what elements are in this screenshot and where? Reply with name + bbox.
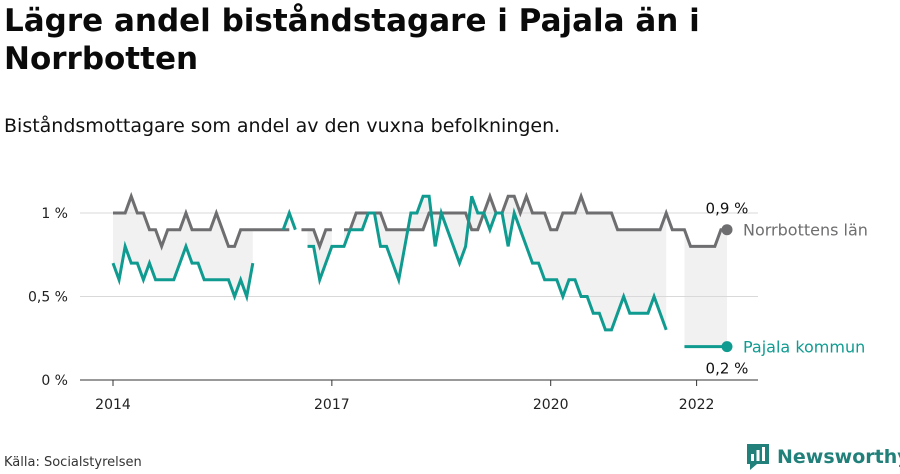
series-label-pajala: Pajala kommun [743,338,865,357]
value-label-norrbotten: 0,9 % [706,200,749,218]
series-lines [111,191,733,353]
y-tick-label: 0,5 % [28,290,68,306]
series-label-norrbotten: Norrbottens län [743,221,868,240]
series-line-norrbotten [113,191,290,251]
gridlines [80,212,758,386]
series-line-pajala [111,240,255,303]
page-title: Lägre andel biståndstagare i Pajala än i… [4,3,700,77]
y-tick-label: 1 % [41,206,68,222]
difference-band [113,196,727,347]
series-line-norrbotten [301,228,332,251]
x-tick-label: 2020 [533,397,569,413]
x-tick-label: 2017 [314,397,350,413]
y-tick-label: 0 % [41,373,68,389]
source-note: Källa: Socialstyrelsen [4,455,142,470]
end-point-pajala [721,341,733,353]
series-line-pajala [281,208,297,231]
band-segment [684,229,727,347]
series-line-pajala [307,194,668,332]
brand-name: Newsworthy [777,446,900,468]
value-label-pajala: 0,2 % [706,360,749,378]
band-segment [307,229,332,280]
x-tick-label: 2022 [679,397,715,413]
newsworthy-logo-icon [747,444,769,470]
brand[interactable]: Newsworthy [745,442,900,472]
chart-labels: 0 % 0,5 % 1 % 2014 2017 2020 2022 Norrbottens l… [28,200,868,413]
end-point-norrbotten [721,224,733,236]
x-tick-label: 2014 [95,397,131,413]
subtitle: Biståndsmottagare som andel av den vuxna… [4,115,561,137]
